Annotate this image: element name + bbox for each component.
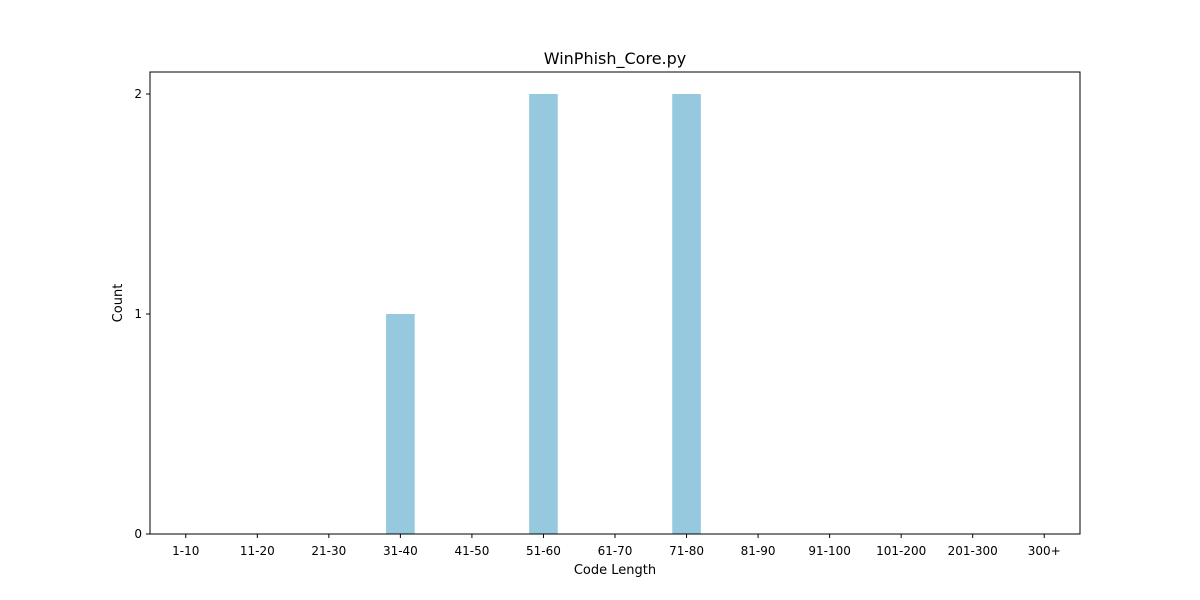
bars-group (386, 94, 701, 534)
y-tick-label: 0 (134, 527, 142, 541)
x-axis-ticks: 1-10 11-20 21-30 31-40 41-50 51-60 61-70 71-80 8… (172, 534, 1061, 558)
plot-frame (149, 71, 1081, 535)
chart-title: WinPhish_Core.py (544, 49, 687, 69)
x-tick-label: 51-60 (526, 544, 561, 558)
x-tick-label: 71-80 (669, 544, 704, 558)
x-tick-label: 101-200 (876, 544, 926, 558)
x-tick-label: 31-40 (383, 544, 418, 558)
x-tick-label: 11-20 (240, 544, 275, 558)
x-tick-label: 81-90 (741, 544, 776, 558)
y-tick-label: 1 (134, 307, 142, 321)
x-tick-label: 91-100 (808, 544, 851, 558)
y-axis-ticks: 0 1 2 (134, 87, 150, 541)
y-tick-label: 2 (134, 87, 142, 101)
x-tick-label: 61-70 (598, 544, 633, 558)
bar-51-60 (529, 94, 558, 534)
bar-71-80 (672, 94, 701, 534)
x-tick-label: 1-10 (172, 544, 199, 558)
x-tick-label: 21-30 (311, 544, 346, 558)
bar-31-40 (386, 314, 415, 534)
x-tick-label: 300+ (1028, 544, 1061, 558)
x-tick-label: 41-50 (454, 544, 489, 558)
x-tick-label: 201-300 (948, 544, 998, 558)
x-axis-label: Code Length (574, 563, 656, 578)
y-axis-label: Count (111, 284, 126, 323)
